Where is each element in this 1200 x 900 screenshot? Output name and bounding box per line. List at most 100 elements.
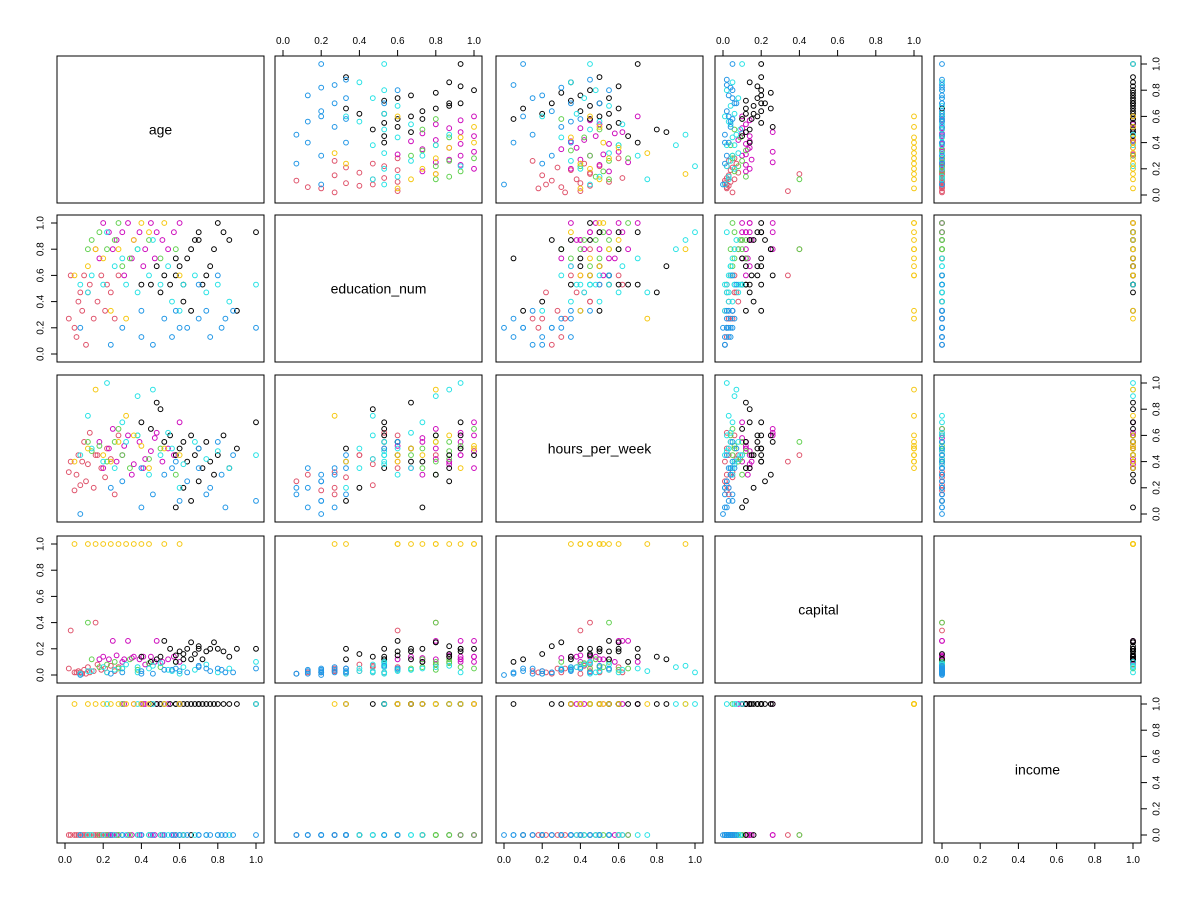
- data-point: [446, 452, 453, 459]
- data-point: [343, 832, 349, 838]
- data-point: [769, 159, 776, 166]
- data-point: [606, 95, 612, 101]
- data-point: [746, 126, 753, 133]
- tick-label: 1.0: [249, 855, 263, 866]
- data-point: [529, 315, 536, 322]
- data-point: [785, 272, 791, 279]
- data-point: [739, 435, 745, 441]
- data-point: [746, 165, 753, 172]
- data-point: [758, 74, 765, 80]
- data-point: [106, 445, 112, 452]
- data-point: [587, 229, 593, 236]
- data-point: [911, 701, 917, 707]
- data-point: [606, 110, 612, 117]
- data-point: [172, 307, 179, 314]
- data-point: [606, 155, 612, 162]
- tick-label: 1.0: [907, 36, 921, 47]
- data-point: [457, 83, 464, 90]
- data-point: [65, 315, 72, 322]
- data-point: [758, 701, 765, 707]
- data-point: [548, 324, 555, 331]
- data-point: [722, 458, 728, 465]
- data-point: [939, 334, 945, 340]
- data-point: [539, 651, 546, 657]
- data-point: [419, 445, 426, 452]
- data-point: [432, 458, 439, 465]
- data-point: [682, 131, 689, 138]
- data-point: [754, 113, 761, 120]
- data-point: [596, 113, 603, 120]
- data-point: [723, 324, 730, 331]
- data-point: [343, 465, 349, 472]
- data-point: [939, 504, 945, 511]
- data-point: [184, 255, 191, 262]
- data-point: [596, 701, 603, 707]
- data-point: [471, 445, 477, 452]
- data-point: [746, 832, 753, 838]
- panel-age-vs-age: age: [56, 55, 265, 204]
- data-point: [731, 126, 738, 133]
- data-point: [457, 380, 464, 386]
- data-point: [148, 653, 154, 660]
- data-point: [188, 656, 195, 663]
- data-point: [1130, 471, 1136, 478]
- data-point: [369, 176, 376, 183]
- data-point: [408, 832, 414, 838]
- tick-label: 0.2: [535, 855, 549, 866]
- data-point: [625, 659, 631, 665]
- data-point: [304, 184, 311, 191]
- data-point: [577, 185, 584, 192]
- data-point: [573, 144, 580, 151]
- data-point: [743, 832, 749, 838]
- data-point: [446, 386, 453, 393]
- data-point: [125, 432, 131, 439]
- data-point: [1130, 426, 1136, 432]
- data-point: [592, 220, 599, 226]
- data-point: [432, 832, 439, 838]
- data-point: [1130, 412, 1136, 419]
- tick-label: 0.6: [173, 855, 187, 866]
- data-point: [587, 263, 593, 270]
- data-point: [146, 229, 152, 236]
- data-point: [419, 465, 426, 472]
- data-point: [457, 832, 464, 838]
- data-point: [207, 645, 214, 652]
- data-point: [134, 432, 141, 439]
- data-point: [581, 95, 588, 101]
- data-point: [140, 465, 147, 472]
- data-point: [554, 307, 561, 314]
- data-point: [104, 458, 110, 465]
- data-point: [148, 832, 154, 838]
- data-point: [581, 289, 588, 296]
- data-point: [180, 651, 187, 657]
- data-point: [157, 289, 164, 296]
- data-point: [369, 160, 376, 167]
- data-point: [723, 315, 730, 322]
- data-point: [85, 664, 91, 670]
- data-point: [331, 124, 338, 130]
- data-point: [115, 832, 122, 838]
- data-point: [394, 458, 401, 465]
- data-point: [606, 832, 612, 838]
- data-point: [529, 832, 536, 838]
- data-point: [735, 150, 742, 157]
- data-point: [304, 670, 311, 677]
- data-point: [911, 171, 917, 177]
- data-point: [130, 701, 137, 707]
- data-point: [634, 281, 641, 288]
- data-point: [119, 263, 126, 270]
- data-point: [596, 307, 603, 314]
- data-point: [165, 445, 172, 452]
- data-point: [446, 662, 453, 669]
- data-point: [682, 701, 689, 707]
- data-point: [432, 176, 439, 183]
- data-point: [88, 832, 95, 838]
- data-point: [1130, 246, 1136, 253]
- data-point: [419, 659, 426, 665]
- data-point: [606, 179, 612, 185]
- data-point: [218, 666, 225, 673]
- data-point: [123, 701, 129, 707]
- data-point: [727, 471, 734, 478]
- data-point: [471, 638, 477, 644]
- data-point: [446, 79, 453, 86]
